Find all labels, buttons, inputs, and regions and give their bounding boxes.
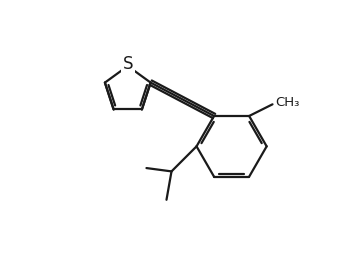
Text: CH₃: CH₃ [275, 96, 299, 109]
Text: S: S [122, 55, 133, 73]
